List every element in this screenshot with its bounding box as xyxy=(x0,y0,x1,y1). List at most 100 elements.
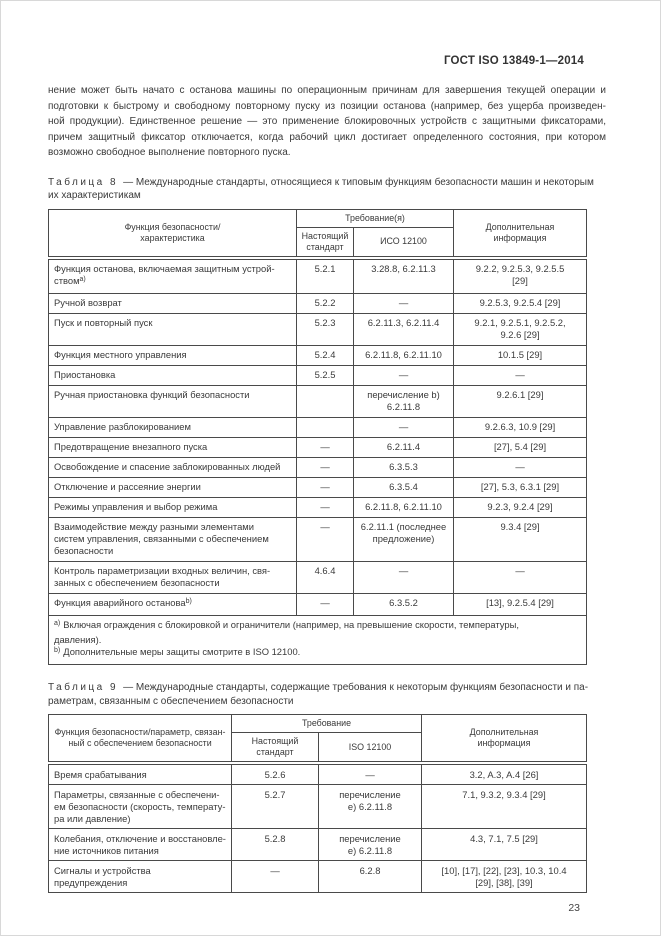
cell-additional-info: 7.1, 9.3.2, 9.3.4 [29] xyxy=(421,784,587,829)
cell-iso12100: 6.2.11.8, 6.2.11.10 xyxy=(353,496,454,518)
column-header-requirements: Требование xyxy=(231,714,422,733)
table-row: Отключение и рассеяние энергии — 6.3.5.4… xyxy=(48,476,587,498)
cell-additional-info: 9.3.4 [29] xyxy=(453,516,587,562)
cell-this-standard xyxy=(296,416,354,438)
cell-additional-info: 9.2.2, 9.2.5.3, 9.2.5.5 [29] xyxy=(453,255,587,294)
cell-additional-info: [27], 5.4 [29] xyxy=(453,436,587,458)
cell-function: Режимы управления и выбор режима xyxy=(48,496,297,518)
cell-this-standard: — xyxy=(296,592,354,616)
cell-function: Ручной возврат xyxy=(48,292,297,314)
cell-this-standard: — xyxy=(296,456,354,478)
column-header-this-standard: Настоящий стандарт xyxy=(296,226,354,258)
cell-iso12100: перечисление е) 6.2.11.8 xyxy=(318,784,422,829)
table9-caption-label: Таблица 9 xyxy=(48,682,119,693)
cell-additional-info: — xyxy=(453,456,587,478)
intro-paragraph: нение может быть начато с останова машин… xyxy=(48,83,606,161)
cell-additional-info: 4.3, 7.1, 7.5 [29] xyxy=(421,828,587,861)
column-header-label: Настоящий стандарт xyxy=(251,736,299,757)
cell-additional-info: 10.1.5 [29] xyxy=(453,344,587,366)
cell-function: Контроль параметризации входных величин,… xyxy=(48,560,297,594)
cell-function: Приостановка xyxy=(48,364,297,386)
table8: Функция безопасности/ характеристика Тре… xyxy=(48,208,587,665)
cell-iso12100: 6.2.11.3, 6.2.11.4 xyxy=(353,312,454,346)
column-header-label: Дополнительная информация xyxy=(469,727,539,748)
cell-this-standard: — xyxy=(296,516,354,562)
column-header-iso12100: ИСО 12100 xyxy=(353,226,454,258)
table-row: Предотвращение внезапного пуска — 6.2.11… xyxy=(48,436,587,458)
cell-function: Пуск и повторный пуск xyxy=(48,312,297,346)
cell-this-standard: 5.2.4 xyxy=(296,344,354,366)
table-header-row: Функция безопасности/ характеристика Тре… xyxy=(48,208,587,258)
footnote-marker: b) xyxy=(54,647,61,654)
table8-caption: Таблица 8— Международные стандарты, отно… xyxy=(48,176,606,203)
cell-iso12100: перечисление b) 6.2.11.8 xyxy=(353,384,454,418)
cell-this-standard xyxy=(296,384,354,418)
cell-iso12100: 6.3.5.3 xyxy=(353,456,454,478)
cell-additional-info: 9.2.6.1 [29] xyxy=(453,384,587,418)
footnote-marker: b) xyxy=(185,598,192,605)
paragraph-line: причем защитный фиксатор отключается, ко… xyxy=(48,131,606,143)
cell-additional-info: 9.2.1, 9.2.5.1, 9.2.5.2, 9.2.6 [29] xyxy=(453,312,587,346)
table8-caption-label: Таблица 8 xyxy=(48,176,119,188)
cell-iso12100: 6.2.11.8, 6.2.11.10 xyxy=(353,344,454,366)
table9: Функция безопасности/параметр, связан- н… xyxy=(48,714,587,893)
cell-this-standard: — xyxy=(296,496,354,518)
table-header-row: Настоящий стандарт ИСО 12100 xyxy=(49,226,587,258)
table-row: Функция местного управления 5.2.4 6.2.11… xyxy=(48,344,587,366)
cell-this-standard: — xyxy=(296,476,354,498)
paragraph-line: нение может быть начато с останова машин… xyxy=(48,85,606,96)
table-row: Параметры, связанные с обеспечени- ем бе… xyxy=(48,784,587,829)
column-header-additional-info: Дополнительная информация xyxy=(421,714,587,764)
cell-function: Функция аварийного остановаb) xyxy=(48,592,297,616)
table-row: Функция останова, включаемая защитным ус… xyxy=(48,255,587,294)
cell-iso12100: — xyxy=(353,364,454,386)
cell-this-standard: 4.6.4 xyxy=(296,560,354,594)
table9-caption-text: — Международные стандарты, содержащие тр… xyxy=(48,682,589,707)
cell-this-standard: 5.2.8 xyxy=(231,828,319,861)
cell-function: Управление разблокированием xyxy=(48,416,297,438)
cell-additional-info: 9.2.3, 9.2.4 [29] xyxy=(453,496,587,518)
column-header-function: Функция безопасности/ характеристика xyxy=(48,208,297,258)
footnote-marker: а) xyxy=(54,620,61,627)
paragraph-line: ной продукции). Единственное решение — э… xyxy=(48,116,606,127)
table-row: Время срабатывания 5.2.6 — 3.2, A.3, A.4… xyxy=(48,761,587,785)
cell-function: Освобождение и спасение заблокированных … xyxy=(48,456,297,478)
cell-this-standard: 5.2.2 xyxy=(296,292,354,314)
column-header-iso12100: ISO 12100 xyxy=(318,732,422,764)
table9-caption: Таблица 9— Международные стандарты, соде… xyxy=(48,681,606,708)
cell-iso12100: 6.2.8 xyxy=(318,860,422,893)
table-row: Ручной возврат 5.2.2 — 9.2.5.3, 9.2.5.4 … xyxy=(48,292,587,314)
table-row: Колебания, отключение и восстановле- ние… xyxy=(48,828,587,861)
table-footnotes-row: а) Включая ограждения с блокировкой и огр… xyxy=(48,614,587,665)
table-header-row: Настоящий стандарт ISO 12100 xyxy=(49,732,587,764)
cell-iso12100: 6.2.11.1 (последнее предложение) xyxy=(353,516,454,562)
cell-this-standard: 5.2.5 xyxy=(296,364,354,386)
column-header-label: Требование(я) xyxy=(345,212,405,223)
cell-this-standard: 5.2.7 xyxy=(231,784,319,829)
cell-this-standard: 5.2.3 xyxy=(296,312,354,346)
table-row: Взаимодействие между разными элементами … xyxy=(48,516,587,562)
column-header-label: Настоящий стандарт xyxy=(301,230,349,252)
cell-iso12100: 3.28.8, 6.2.11.3 xyxy=(353,255,454,294)
cell-iso12100: — xyxy=(353,416,454,438)
paragraph-line: возможно свободное выполнение повторного… xyxy=(48,147,291,158)
column-header-label: Функция безопасности/ характеристика xyxy=(124,221,221,243)
cell-iso12100: 6.2.11.4 xyxy=(353,436,454,458)
column-header-requirements: Требование(я) xyxy=(296,208,454,228)
table8-footnotes: а) Включая ограждения с блокировкой и огр… xyxy=(48,614,587,665)
cell-iso12100: — xyxy=(353,292,454,314)
table-row: Управление разблокированием — 9.2.6.3, 1… xyxy=(48,416,587,438)
table-row: Режимы управления и выбор режима — 6.2.1… xyxy=(48,496,587,518)
cell-iso12100: — xyxy=(318,761,422,785)
table-row: Освобождение и спасение заблокированных … xyxy=(48,456,587,478)
cell-iso12100: перечисление е) 6.2.11.8 xyxy=(318,828,422,861)
cell-function: Отключение и рассеяние энергии xyxy=(48,476,297,498)
page-header-title: ГОСТ ISO 13849-1—2014 xyxy=(443,55,584,67)
column-header-label: Требование xyxy=(301,718,352,728)
table-row: Пуск и повторный пуск 5.2.3 6.2.11.3, 6.… xyxy=(48,312,587,346)
cell-function: Предотвращение внезапного пуска xyxy=(48,436,297,458)
page-number: 23 xyxy=(568,902,580,914)
column-header-function: Функция безопасности/параметр, связан- н… xyxy=(48,714,232,764)
cell-function: Сигналы и устройства предупреждения xyxy=(48,860,232,893)
table8-footnote-b: b) Дополнительные меры защиты смотрите в … xyxy=(54,646,301,657)
